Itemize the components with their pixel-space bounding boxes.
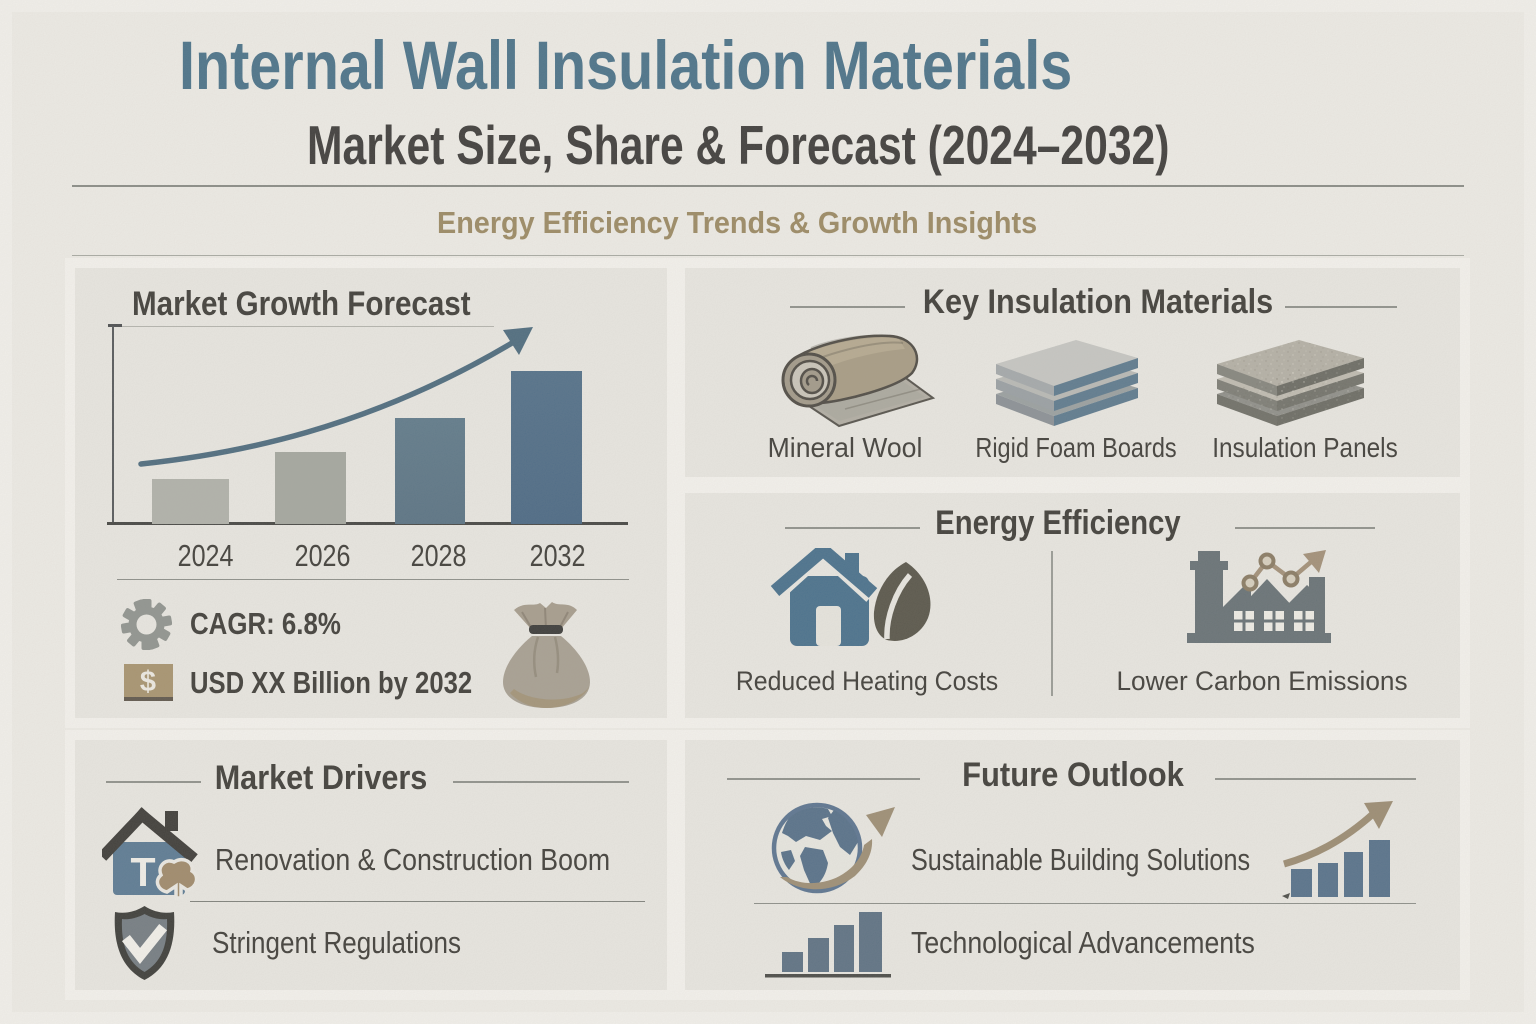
svg-text:T: T — [130, 849, 155, 895]
